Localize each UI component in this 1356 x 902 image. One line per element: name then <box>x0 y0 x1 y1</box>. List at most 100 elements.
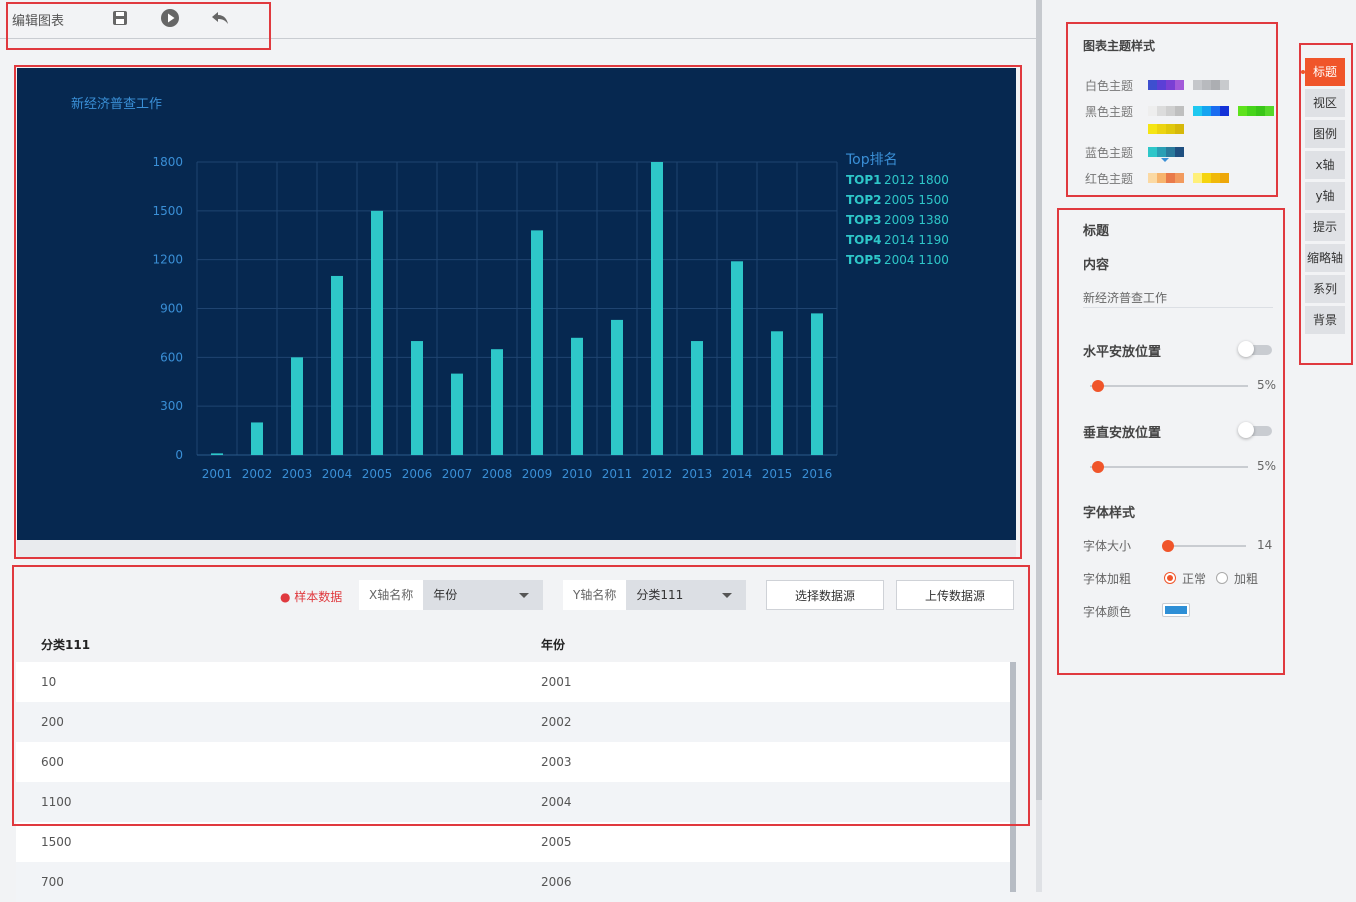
table-cell: 2004 <box>541 795 572 809</box>
side-tab-series[interactable]: 系列 <box>1305 275 1345 303</box>
theme-swatch[interactable] <box>1148 173 1184 183</box>
y-axis-select[interactable]: Y轴名称 分类111 <box>563 580 747 610</box>
bar <box>291 357 303 455</box>
x-tick-label: 2004 <box>322 467 353 481</box>
x-tick-label: 2015 <box>762 467 793 481</box>
x-tick-label: 2001 <box>202 467 233 481</box>
table-row[interactable]: 200 2002 <box>16 702 1010 742</box>
side-tab-x-axis[interactable]: x轴 <box>1305 151 1345 179</box>
table-row[interactable]: 10 2001 <box>16 662 1010 702</box>
theme-swatch[interactable] <box>1193 173 1229 183</box>
vpos-value: 5% <box>1257 459 1277 473</box>
x-tick-label: 2002 <box>242 467 273 481</box>
theme-swatch-selected[interactable] <box>1148 147 1184 157</box>
ranking-rank: TOP4 <box>846 233 882 247</box>
preview-play-icon[interactable] <box>160 8 180 28</box>
theme-swatch[interactable] <box>1193 80 1229 90</box>
theme-swatch[interactable] <box>1148 106 1184 116</box>
slider-handle[interactable] <box>1091 461 1104 473</box>
bar <box>571 337 583 455</box>
upload-datasource-button[interactable]: 上传数据源 <box>896 580 1014 610</box>
font-size-value: 14 <box>1257 538 1273 552</box>
panel-divider[interactable] <box>1036 0 1042 892</box>
normal-radio-label: 正常 <box>1182 572 1207 586</box>
table-row[interactable]: 600 2003 <box>16 742 1010 782</box>
slider-handle[interactable] <box>1162 540 1174 552</box>
ranking-rank: TOP1 <box>846 173 882 187</box>
main-scrollbar[interactable] <box>1036 0 1042 800</box>
vpos-toggle[interactable] <box>1238 422 1272 438</box>
side-tab-background[interactable]: 背景 <box>1305 306 1345 334</box>
slider-handle[interactable] <box>1091 380 1104 392</box>
bar <box>771 331 783 455</box>
hpos-slider[interactable] <box>1090 380 1248 392</box>
table-scrollbar[interactable] <box>1010 662 1016 892</box>
normal-radio[interactable] <box>1164 572 1176 584</box>
side-tab-title[interactable]: 标题 <box>1301 58 1345 86</box>
table-cell: 1100 <box>41 795 72 809</box>
chart-preview: 新经济普查工作 0 300 600 900 1200 1500 1800 2001 2002 200… <box>17 68 1016 540</box>
content-label: 内容 <box>1083 258 1110 273</box>
ranking-value: 2005 1500 <box>884 193 949 207</box>
table-cell: 2001 <box>541 675 572 689</box>
table-cell: 700 <box>41 875 64 889</box>
x-axis-value: 年份 <box>433 588 458 602</box>
hpos-toggle[interactable] <box>1238 341 1272 357</box>
select-datasource-button[interactable]: 选择数据源 <box>766 580 884 610</box>
ranking-value: 2004 1100 <box>884 253 949 267</box>
table-cell: 10 <box>41 675 57 689</box>
theme-swatch[interactable] <box>1148 80 1184 90</box>
side-tab-y-axis[interactable]: y轴 <box>1305 182 1345 210</box>
y-tick-label: 1800 <box>152 155 183 169</box>
save-icon[interactable] <box>110 8 130 28</box>
side-tab-tooltip[interactable]: 提示 <box>1305 213 1345 241</box>
toggle-knob <box>1238 422 1254 438</box>
table-row[interactable]: 1100 2004 <box>16 782 1010 822</box>
x-axis-dropdown[interactable]: 年份 <box>423 580 544 610</box>
toolbar: 编辑图表 <box>0 0 1036 39</box>
bar-chart: 新经济普查工作 0 300 600 900 1200 1500 1800 2001 2002 200… <box>71 96 949 481</box>
bar <box>491 349 503 455</box>
title-content-input[interactable]: 新经济普查工作 <box>1083 289 1273 308</box>
y-axis-dropdown[interactable]: 分类111 <box>626 580 747 610</box>
sample-data-label[interactable]: ● 样本数据 <box>280 590 343 604</box>
sample-data-text: 样本数据 <box>294 590 343 604</box>
theme-swatch[interactable] <box>1238 106 1274 116</box>
font-color-picker[interactable] <box>1162 603 1190 617</box>
y-tick-label: 0 <box>175 448 183 462</box>
black-theme-label: 黑色主题 <box>1085 105 1134 119</box>
table-cell: 2002 <box>541 715 572 729</box>
ranking-value: 2009 1380 <box>884 213 949 227</box>
side-tab-viewport[interactable]: 视区 <box>1305 89 1345 117</box>
x-tick-label: 2012 <box>642 467 673 481</box>
x-tick-label: 2011 <box>602 467 633 481</box>
table-cell: 2006 <box>541 875 572 889</box>
bold-radio[interactable] <box>1216 572 1228 584</box>
y-tick-label: 1200 <box>152 253 183 267</box>
theme-heading: 图表主题样式 <box>1083 39 1156 53</box>
theme-swatch[interactable] <box>1148 124 1184 134</box>
bar <box>411 341 423 455</box>
side-tab-legend[interactable]: 图例 <box>1305 120 1345 148</box>
side-tab-datazoom[interactable]: 缩略轴 <box>1305 244 1345 272</box>
ranking-value: 2012 1800 <box>884 173 949 187</box>
table-cell: 1500 <box>41 835 72 849</box>
font-size-slider[interactable] <box>1162 540 1246 552</box>
font-size-label: 字体大小 <box>1083 539 1132 553</box>
vpos-slider[interactable] <box>1090 461 1248 473</box>
theme-swatch[interactable] <box>1193 106 1229 116</box>
table-cell: 2005 <box>541 835 572 849</box>
x-axis-select[interactable]: X轴名称 年份 <box>359 580 544 610</box>
hpos-label: 水平安放位置 <box>1083 345 1162 360</box>
bar <box>811 313 823 455</box>
undo-icon[interactable] <box>210 8 230 28</box>
table-row[interactable]: 700 2006 <box>16 862 1010 902</box>
ranking-title: Top排名 <box>845 152 898 168</box>
x-axis-label: X轴名称 <box>359 580 424 610</box>
table-row[interactable]: 1500 2005 <box>16 822 1010 862</box>
chevron-down-icon <box>519 593 530 598</box>
bar <box>451 373 463 455</box>
x-tick-label: 2003 <box>282 467 313 481</box>
ranking-rank: TOP2 <box>846 193 882 207</box>
x-tick-label: 2006 <box>402 467 433 481</box>
